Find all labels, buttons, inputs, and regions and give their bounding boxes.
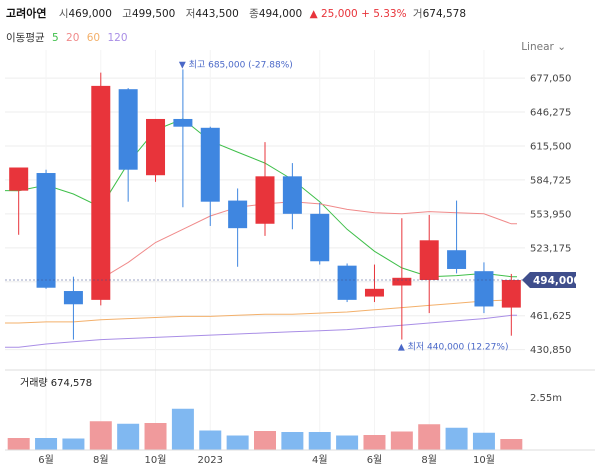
y-tick-label: 677,050 [530, 74, 571, 85]
candle-body [36, 173, 56, 288]
candle-body [419, 240, 439, 280]
open-value: 469,000 [68, 8, 112, 20]
y-tick-label: 523,175 [530, 243, 571, 254]
ma-line-20 [100, 201, 518, 280]
ma120-legend[interactable]: 120 [107, 32, 128, 44]
candle-body [173, 118, 193, 127]
x-tick-label: 6월 [38, 454, 54, 466]
x-tick-label: 4월 [312, 454, 328, 466]
stock-name: 고려아연 [6, 7, 47, 20]
volume-bar [308, 432, 331, 450]
candle-body [337, 265, 357, 300]
current-price-marker: 494,000 [5, 272, 581, 288]
candle-body [200, 127, 220, 202]
candle-body [91, 85, 111, 300]
x-tick-label: 10월 [145, 454, 167, 466]
volume-bar [199, 430, 222, 450]
scale-toggle-label: Linear [521, 41, 554, 53]
candle-body [63, 291, 83, 305]
x-tick-label: 10월 [473, 454, 495, 466]
open-label: 시 [58, 8, 69, 20]
ma-legend-label: 이동평균 [6, 32, 45, 44]
volume-bar [390, 431, 413, 450]
x-tick-label: 6월 [367, 454, 383, 466]
low-value: 443,500 [195, 8, 239, 20]
y-tick-label: 584,725 [530, 175, 571, 186]
price-axis: 677,050 646,275 615,500 584,725 553,950 523,1… [530, 74, 571, 357]
change-value: ▲ 25,000 [309, 8, 358, 20]
y-tick-label: 461,625 [530, 311, 571, 322]
candle-body [118, 89, 138, 170]
moving-average-legend: 이동평균 5 20 60 120 [6, 30, 132, 45]
volume-panel: 거래량 674,578 2.55m [5, 369, 595, 451]
chevron-down-icon: ⌄ [557, 41, 566, 53]
volume-bar [363, 435, 386, 450]
volume-bar [254, 431, 276, 450]
current-price-label: 494,000 [533, 275, 581, 287]
volume-label: 거 [412, 8, 423, 20]
volume-bar [445, 427, 468, 450]
candle-body [310, 213, 330, 262]
volume-bar [171, 408, 194, 450]
volume-bar [35, 438, 58, 450]
price-grid [5, 50, 525, 450]
candle-body [364, 288, 384, 297]
ma20-legend[interactable]: 20 [66, 32, 80, 44]
candle-body [9, 167, 29, 191]
ma5-legend[interactable]: 5 [51, 32, 59, 44]
extreme-annotations: ▼ 최고 685,000 (-27.88%) ▲ 최저 440,000 (12.2… [179, 59, 509, 352]
candle-body [447, 250, 467, 269]
volume-bar [281, 432, 304, 450]
volume-bar [472, 432, 495, 450]
y-tick-label: 646,275 [530, 108, 571, 119]
volume-title: 거래량 674,578 [20, 377, 92, 389]
moving-average-lines [4, 118, 518, 348]
x-tick-label: 2023 [198, 455, 223, 466]
close-label: 종 [249, 8, 259, 20]
ma-line-60 [4, 299, 518, 324]
high-label: 고 [122, 8, 132, 20]
candle-body [474, 271, 494, 307]
volume-value: 674,578 [422, 8, 467, 20]
close-value: 494,000 [258, 8, 303, 20]
scale-toggle[interactable]: Linear ⌄ [521, 41, 566, 53]
ma60-legend[interactable]: 60 [86, 32, 101, 44]
candle-body [392, 277, 412, 286]
candle-body [282, 176, 302, 214]
x-tick-label: 8월 [421, 454, 437, 466]
low-annotation: ▲ 최저 440,000 (12.27%) [398, 342, 509, 353]
x-tick-label: 8월 [93, 454, 109, 466]
time-axis: 6월 8월 10월 2023 4월 6월 8월 10월 [38, 454, 495, 466]
volume-bar [62, 438, 85, 450]
quote-header: 고려아연 시469,000 고499,500 저443,500 종494,000… [6, 5, 470, 23]
volume-bar [89, 421, 112, 450]
volume-bar [226, 435, 249, 450]
candle-body [146, 118, 166, 176]
low-label: 저 [185, 8, 196, 20]
y-tick-label: 553,950 [530, 209, 571, 220]
volume-bar [418, 424, 441, 450]
candle-body [228, 200, 248, 229]
current-price-tag [522, 272, 576, 288]
ma-line-120 [4, 314, 518, 348]
volume-bar [117, 423, 140, 450]
y-tick-label: 430,850 [530, 345, 571, 356]
volume-bar [144, 423, 167, 450]
high-value: 499,500 [131, 8, 176, 20]
y-tick-label: 615,500 [530, 141, 571, 152]
volume-bar [500, 439, 523, 450]
volume-bar [336, 435, 359, 450]
volume-bar [7, 438, 30, 450]
high-annotation: ▼ 최고 685,000 (-27.88%) [179, 59, 293, 70]
candle-body [501, 280, 521, 308]
volume-scale-label: 2.55m [530, 393, 562, 404]
change-percent: + 5.33% [361, 8, 407, 20]
candles [9, 69, 521, 340]
candle-body [255, 176, 275, 224]
